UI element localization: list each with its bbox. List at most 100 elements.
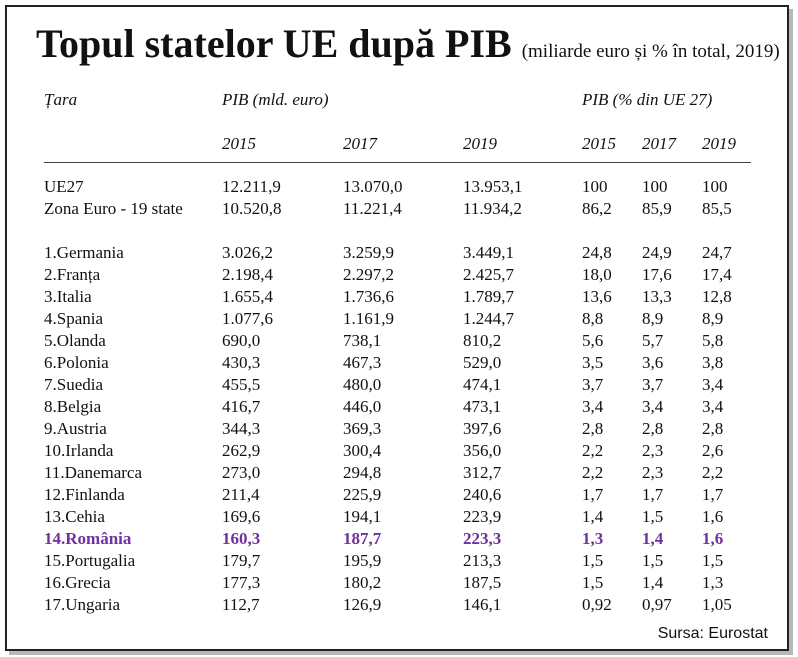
- cell-pct-2019: 2,6: [702, 441, 724, 460]
- cell-country: 1.Germania: [44, 243, 124, 262]
- cell-gdp-2019: 223,3: [463, 529, 502, 548]
- cell-gdp-2015: 12.211,9: [222, 177, 281, 196]
- cell-gdp-2019: 810,2: [463, 331, 502, 350]
- table-row: 10.Irlanda 262,9 300,4 356,0 2,2 2,3 2,6: [0, 441, 798, 463]
- table-row: 17.Ungaria 112,7 126,9 146,1 0,92 0,97 1,05: [0, 595, 798, 617]
- cell-gdp-2019: 11.934,2: [463, 199, 522, 218]
- cell-country: 3.Italia: [44, 287, 92, 306]
- table-row: UE27 12.211,9 13.070,0 13.953,1 100 100 100: [0, 177, 798, 199]
- table-row: 15.Portugalia 179,7 195,9 213,3 1,5 1,5 1,5: [0, 551, 798, 573]
- cell-pct-2015: 3,4: [582, 397, 604, 416]
- cell-pct-2019: 3,4: [702, 397, 724, 416]
- cell-gdp-2017: 3.259,9: [343, 243, 394, 262]
- cell-gdp-2019: 13.953,1: [463, 177, 523, 196]
- header-year-gdp-2017: 2017: [343, 134, 377, 153]
- cell-gdp-2019: 187,5: [463, 573, 502, 592]
- cell-pct-2019: 1,7: [702, 485, 724, 504]
- cell-country: UE27: [44, 177, 84, 196]
- cell-pct-2015: 2,2: [582, 441, 604, 460]
- table-row: 12.Finlanda 211,4 225,9 240,6 1,7 1,7 1,7: [0, 485, 798, 507]
- cell-pct-2017: 2,8: [642, 419, 664, 438]
- cell-gdp-2017: 300,4: [343, 441, 382, 460]
- cell-pct-2017: 100: [642, 177, 668, 196]
- table-row: Zona Euro - 19 state 10.520,8 11.221,4 11.9…: [0, 199, 798, 221]
- cell-gdp-2017: 294,8: [343, 463, 382, 482]
- cell-gdp-2015: 455,5: [222, 375, 261, 394]
- cell-country: 11.Danemarca: [44, 463, 143, 482]
- cell-pct-2017: 5,7: [642, 331, 664, 350]
- cell-gdp-2017: 1.736,6: [343, 287, 394, 306]
- table-row: 16.Grecia 177,3 180,2 187,5 1,5 1,4 1,3: [0, 573, 798, 595]
- table-row: 1.Germania 3.026,2 3.259,9 3.449,1 24,8 24,9 2…: [0, 243, 798, 265]
- cell-pct-2017: 2,3: [642, 463, 664, 482]
- cell-gdp-2015: 273,0: [222, 463, 261, 482]
- cell-pct-2015: 8,8: [582, 309, 604, 328]
- cell-gdp-2017: 2.297,2: [343, 265, 394, 284]
- cell-gdp-2015: 1.077,6: [222, 309, 273, 328]
- cell-pct-2015: 5,6: [582, 331, 604, 350]
- cell-pct-2017: 1,5: [642, 551, 664, 570]
- cell-country: 16.Grecia: [44, 573, 111, 592]
- table-row: 13.Cehia 169,6 194,1 223,9 1,4 1,5 1,6: [0, 507, 798, 529]
- cell-country: 9.Austria: [44, 419, 107, 438]
- cell-gdp-2015: 262,9: [222, 441, 261, 460]
- cell-pct-2017: 13,3: [642, 287, 672, 306]
- cell-pct-2019: 1,05: [702, 595, 732, 614]
- cell-gdp-2019: 397,6: [463, 419, 502, 438]
- cell-pct-2019: 1,5: [702, 551, 724, 570]
- cell-pct-2017: 3,4: [642, 397, 664, 416]
- cell-pct-2017: 3,6: [642, 353, 664, 372]
- cell-gdp-2019: 473,1: [463, 397, 502, 416]
- cell-gdp-2017: 467,3: [343, 353, 382, 372]
- cell-gdp-2017: 480,0: [343, 375, 382, 394]
- cell-pct-2015: 3,5: [582, 353, 604, 372]
- table-frame: [5, 5, 789, 651]
- cell-gdp-2017: 369,3: [343, 419, 382, 438]
- header-year-pct-2017: 2017: [642, 134, 676, 153]
- cell-pct-2017: 24,9: [642, 243, 672, 262]
- header-pct-group: PIB (% din UE 27): [582, 90, 713, 109]
- cell-pct-2015: 1,7: [582, 485, 604, 504]
- cell-gdp-2017: 1.161,9: [343, 309, 394, 328]
- cell-gdp-2019: 2.425,7: [463, 265, 514, 284]
- cell-gdp-2015: 160,3: [222, 529, 261, 548]
- cell-gdp-2017: 194,1: [343, 507, 382, 526]
- cell-country: 17.Ungaria: [44, 595, 121, 614]
- cell-pct-2017: 17,6: [642, 265, 672, 284]
- cell-gdp-2019: 213,3: [463, 551, 502, 570]
- cell-gdp-2015: 416,7: [222, 397, 261, 416]
- table-row: 9.Austria 344,3 369,3 397,6 2,8 2,8 2,8: [0, 419, 798, 441]
- cell-country: 4.Spania: [44, 309, 104, 328]
- cell-gdp-2019: 1.244,7: [463, 309, 514, 328]
- cell-gdp-2015: 177,3: [222, 573, 261, 592]
- cell-pct-2019: 2,2: [702, 463, 724, 482]
- cell-pct-2015: 1,5: [582, 551, 604, 570]
- cell-pct-2019: 3,4: [702, 375, 724, 394]
- cell-gdp-2017: 446,0: [343, 397, 382, 416]
- cell-pct-2017: 1,5: [642, 507, 664, 526]
- cell-pct-2019: 100: [702, 177, 728, 196]
- table-row: 6.Polonia 430,3 467,3 529,0 3,5 3,6 3,8: [0, 353, 798, 375]
- cell-gdp-2017: 13.070,0: [343, 177, 403, 196]
- cell-pct-2017: 1,4: [642, 573, 664, 592]
- cell-gdp-2019: 312,7: [463, 463, 502, 482]
- cell-country: 12.Finlanda: [44, 485, 125, 504]
- cell-pct-2015: 18,0: [582, 265, 612, 284]
- cell-pct-2017: 2,3: [642, 441, 664, 460]
- cell-gdp-2019: 529,0: [463, 353, 502, 372]
- cell-country: 2.Franța: [44, 265, 101, 284]
- cell-pct-2019: 1,3: [702, 573, 724, 592]
- table-row: 14.România 160,3 187,7 223,3 1,3 1,4 1,6: [0, 529, 798, 551]
- cell-gdp-2019: 223,9: [463, 507, 502, 526]
- cell-pct-2017: 3,7: [642, 375, 664, 394]
- cell-pct-2015: 100: [582, 177, 608, 196]
- table-row: 4.Spania 1.077,6 1.161,9 1.244,7 8,8 8,9 8,9: [0, 309, 798, 331]
- table-row: 8.Belgia 416,7 446,0 473,1 3,4 3,4 3,4: [0, 397, 798, 419]
- cell-country: 6.Polonia: [44, 353, 109, 372]
- cell-pct-2015: 3,7: [582, 375, 604, 394]
- cell-pct-2015: 1,5: [582, 573, 604, 592]
- header-year-gdp-2019: 2019: [463, 134, 497, 153]
- cell-pct-2015: 2,8: [582, 419, 604, 438]
- cell-pct-2019: 5,8: [702, 331, 724, 350]
- cell-country: 13.Cehia: [44, 507, 105, 526]
